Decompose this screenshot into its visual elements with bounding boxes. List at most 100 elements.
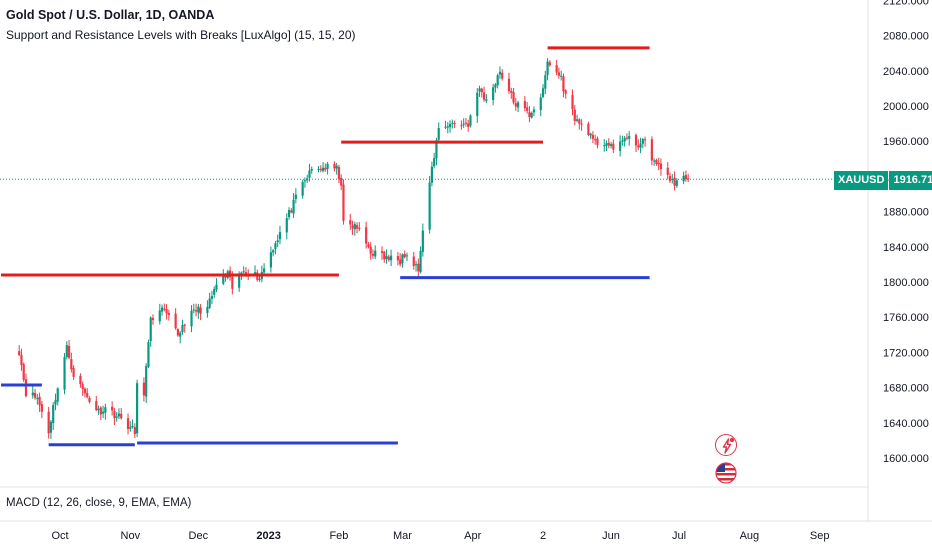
candle-down (467, 123, 470, 127)
time-tick-label: 2 (540, 530, 546, 542)
candle-up (104, 407, 107, 413)
candle-down (199, 307, 202, 314)
candle-up (326, 163, 329, 169)
candle-up (628, 135, 631, 139)
candle-up (401, 254, 404, 264)
candle-down (387, 256, 390, 260)
candle-down (111, 406, 114, 411)
candle-up (428, 182, 431, 230)
candle-up (54, 400, 57, 405)
price-tick-label: 1800.000 (883, 277, 929, 289)
candle-down (371, 253, 375, 256)
price-tick-label: 2120.000 (883, 0, 929, 7)
candle-up (192, 309, 195, 311)
candle-up (287, 209, 291, 218)
candle-down (67, 345, 71, 358)
candle-down (650, 139, 653, 161)
candle-up (158, 310, 161, 322)
candle-up (301, 181, 304, 196)
candle-down (580, 123, 583, 125)
candle-up (405, 255, 409, 257)
candle-up (97, 408, 100, 411)
candle-up (310, 168, 313, 171)
candle-down (183, 324, 186, 326)
candle-up (52, 405, 55, 424)
candle-up (149, 317, 152, 342)
candle-up (147, 342, 150, 367)
candle-down (464, 122, 468, 124)
candle-up (675, 180, 678, 186)
candle-up (321, 167, 325, 172)
candle-down (523, 101, 526, 109)
candle-down (380, 251, 384, 253)
us-flag-icon[interactable] (715, 462, 737, 484)
candle-down (594, 139, 597, 141)
time-axis[interactable]: Oct Nov Dec 2023 Feb Mar Apr 2 Jun Jul Aug Sep (51, 530, 829, 542)
candle-down (81, 384, 84, 390)
candle-down (290, 210, 293, 213)
candle-up (215, 284, 218, 290)
candle-up (492, 87, 495, 101)
candle-down (20, 354, 23, 365)
macd-label[interactable]: MACD (12, 26, close, 9, EMA, EMA) (6, 497, 192, 509)
candle-down (668, 176, 672, 181)
candle-up (262, 268, 266, 273)
candle-up (285, 218, 288, 233)
candle-down (557, 72, 561, 76)
chart-title[interactable]: Gold Spot / U.S. Dollar, 1D, OANDA (6, 8, 215, 22)
candle-down (514, 103, 517, 107)
candle-down (22, 364, 25, 380)
time-tick-label: Oct (51, 530, 68, 542)
candle-up (653, 160, 656, 162)
candle-up (160, 307, 164, 312)
candle-down (40, 404, 43, 412)
sr-levels (1, 46, 650, 447)
candle-up (430, 166, 434, 183)
candle-up (31, 392, 34, 396)
price-tick-label: 1960.000 (883, 136, 929, 148)
candle-down (571, 94, 574, 110)
candle-down (480, 88, 483, 93)
candle-down (526, 107, 529, 111)
candle-up (269, 252, 272, 268)
price-tick-label: 1720.000 (883, 347, 929, 359)
price-axis[interactable]: 2120.000 2080.000 2040.000 2000.000 1960.000… (883, 0, 929, 465)
candle-up (682, 175, 685, 182)
candle-down (403, 253, 406, 258)
candle-up (136, 383, 139, 434)
candle-up (385, 255, 388, 259)
price-tick-label: 2040.000 (883, 66, 929, 78)
candle-down (625, 137, 629, 139)
candle-up (451, 122, 454, 124)
candle-up (469, 115, 472, 126)
candle-down (349, 220, 352, 225)
candle-down (79, 375, 82, 384)
candle-up (242, 271, 245, 273)
flash-alert-icon[interactable] (715, 434, 737, 456)
candle-up (63, 357, 66, 390)
price-tick-label: 1680.000 (883, 383, 929, 395)
candle-down (165, 309, 168, 314)
candle-up (639, 143, 642, 148)
candle-up (494, 84, 497, 88)
candle-down (95, 401, 98, 411)
candle-down (612, 143, 615, 150)
candle-up (49, 421, 53, 433)
time-tick-label: Mar (393, 530, 412, 542)
candle-up (478, 88, 481, 92)
candle-up (56, 388, 59, 402)
candle-down (673, 177, 676, 186)
candle-down (337, 166, 341, 180)
candle-down (83, 388, 87, 394)
candle-down (47, 411, 50, 434)
price-tick-label: 1600.000 (883, 453, 929, 465)
candle-down (342, 184, 345, 221)
candle-down (453, 123, 456, 125)
indicator-label[interactable]: Support and Resistance Levels with Break… (6, 28, 356, 42)
candle-down (142, 382, 146, 396)
price-tick-label: 1640.000 (883, 418, 929, 430)
candle-down (657, 162, 660, 165)
candle-up (530, 112, 533, 118)
candle-up (335, 165, 338, 169)
